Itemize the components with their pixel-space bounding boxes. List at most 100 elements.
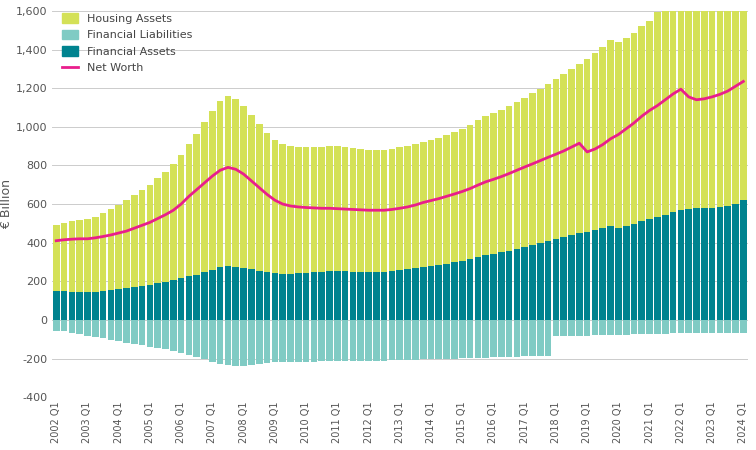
Bar [693,0,700,208]
Bar [662,4,668,215]
Bar [240,268,247,320]
Bar [279,274,286,320]
Bar [435,138,442,265]
Bar [451,320,457,359]
Bar [271,140,278,273]
Bar [545,84,551,241]
Bar [76,320,83,334]
Bar [740,0,747,200]
Bar [529,320,536,356]
Bar [256,270,262,320]
Bar [553,239,559,320]
Bar [60,223,67,291]
Bar [326,146,333,271]
Bar [60,291,67,320]
Bar [631,32,637,224]
Bar [686,0,692,209]
Bar [490,113,497,254]
Bar [389,149,395,271]
Bar [271,273,278,320]
Bar [349,272,356,320]
Bar [170,280,177,320]
Bar [646,320,653,334]
Bar [287,146,294,274]
Bar [84,292,91,320]
Bar [428,266,434,320]
Bar [116,320,122,341]
Bar [482,255,489,320]
Bar [569,69,575,235]
Bar [92,292,98,320]
Bar [709,320,715,333]
Bar [701,208,708,320]
Net Worth [403,204,412,210]
Bar [412,320,419,360]
Bar [240,320,247,366]
Bar [537,320,544,356]
Net Worth [51,238,60,243]
Bar [100,291,107,320]
Bar [334,271,341,320]
Bar [498,110,504,252]
Bar [513,249,520,320]
Bar [584,320,590,336]
Text: € Billion: € Billion [0,179,13,229]
Bar [217,320,224,364]
Bar [693,320,700,333]
Bar [349,148,356,272]
Bar [522,320,528,356]
Bar [107,290,114,320]
Bar [740,320,747,333]
Bar [420,142,426,267]
Bar [404,320,411,360]
Bar [365,149,372,272]
Bar [326,271,333,320]
Bar [186,276,192,320]
Bar [670,0,677,212]
Bar [358,149,364,272]
Bar [498,252,504,320]
Bar [686,320,692,333]
Bar [233,320,239,366]
Bar [435,265,442,320]
Bar [123,320,130,343]
Bar [69,292,75,320]
Bar [225,266,231,320]
Net Worth [192,187,201,192]
Bar [732,204,739,320]
Bar [60,320,67,332]
Bar [334,320,341,361]
Bar [365,320,372,361]
Bar [381,320,388,360]
Bar [529,94,536,245]
Bar [84,320,91,336]
Bar [248,320,255,365]
Bar [53,320,60,330]
Bar [264,133,271,272]
Bar [631,320,637,334]
Bar [490,320,497,357]
Bar [311,147,318,272]
Bar [295,273,302,320]
Bar [154,283,161,320]
Bar [201,320,208,360]
Net Worth [122,229,131,234]
Bar [607,225,614,320]
Bar [717,320,723,333]
Bar [717,0,723,207]
Bar [100,320,107,338]
Bar [576,64,583,234]
Bar [373,320,380,361]
Bar [451,132,457,262]
Bar [76,292,83,320]
Bar [513,320,520,356]
Bar [264,320,271,363]
Bar [607,40,614,225]
Bar [116,289,122,320]
Bar [116,205,122,289]
Bar [69,221,75,292]
Bar [256,124,262,270]
Bar [631,224,637,320]
Bar [560,74,567,237]
Bar [529,245,536,320]
